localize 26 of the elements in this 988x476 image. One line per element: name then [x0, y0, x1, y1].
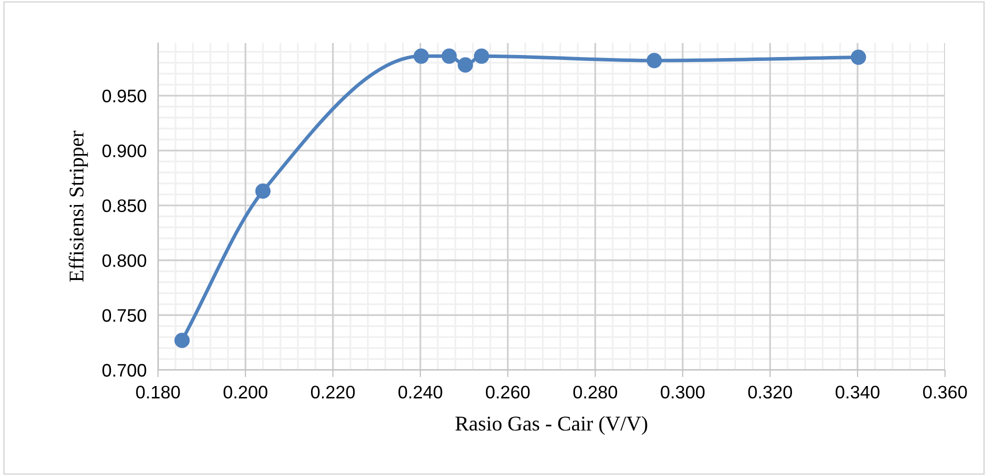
y-tick-label: 0.800 [102, 254, 146, 267]
point [646, 52, 662, 68]
point [458, 57, 474, 73]
x-tick-label: 0.260 [486, 386, 530, 399]
point [474, 48, 490, 64]
y-tick-label: 0.700 [102, 364, 146, 377]
y-tick-label: 0.900 [102, 144, 146, 158]
x-tick-label: 0.320 [748, 386, 792, 399]
x-tick-label: 0.280 [573, 386, 618, 399]
x-tick-label: 0.220 [311, 386, 355, 399]
y-tick-label: 0.850 [102, 199, 146, 212]
x-tick-label: 0.300 [660, 386, 705, 399]
y-tick-label: 0.950 [102, 90, 146, 102]
point [255, 184, 271, 199]
x-tick-label: 0.180 [136, 386, 180, 399]
y-axis-title: Effisiensi Stripper [68, 130, 88, 282]
x-tick-label: 0.360 [923, 386, 967, 399]
point [442, 48, 457, 64]
y-tick-label: 0.750 [102, 309, 146, 322]
point [414, 48, 429, 64]
point [174, 332, 190, 348]
x-tick-label: 0.200 [224, 386, 268, 399]
x-tick-label: 0.340 [836, 386, 880, 399]
point [850, 50, 866, 65]
x-axis-title: Rasio Gas - Cair (V/V) [455, 416, 648, 435]
x-tick-label: 0.240 [398, 386, 442, 399]
